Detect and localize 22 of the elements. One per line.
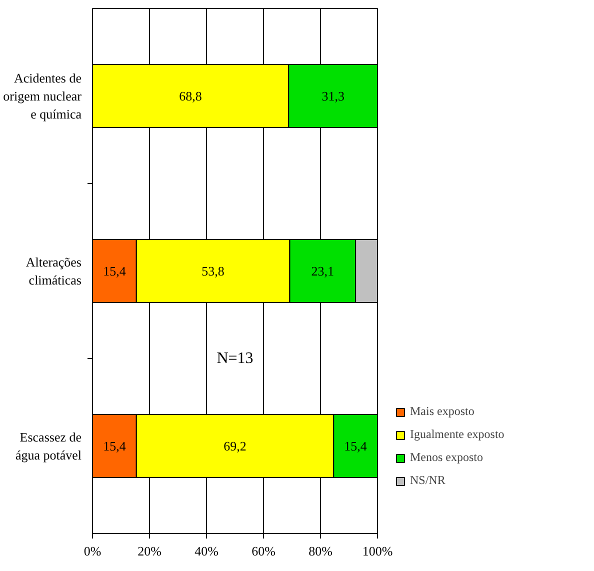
data-label: 31,3 xyxy=(322,88,345,104)
annotation: N=13 xyxy=(216,350,254,367)
legend-label: Igualmente exposto xyxy=(410,427,504,442)
data-label: 23,1 xyxy=(311,264,334,278)
data-label: 15,4 xyxy=(103,438,126,454)
x-tick-label: 80% xyxy=(308,544,333,558)
x-tick-label: 60% xyxy=(252,544,276,558)
x-tick-label: 20% xyxy=(138,544,162,558)
x-tick-label: 40% xyxy=(194,544,219,558)
data-label: 69,2 xyxy=(224,438,246,454)
data-label: 15,4 xyxy=(344,438,368,454)
data-label: 53,8 xyxy=(202,264,224,278)
y-tick-label: Alterações climáticas xyxy=(26,254,82,288)
legend-label: Menos exposto xyxy=(410,450,483,465)
x-tick-label: 100% xyxy=(362,544,393,558)
x-tick-label: 0% xyxy=(84,544,102,558)
data-label: 68,8 xyxy=(179,88,202,104)
y-tick-label: Escassez de água potável xyxy=(15,430,82,462)
legend-label: Mais exposto xyxy=(410,404,474,419)
y-tick-label: Acidentes de origem nuclear e química xyxy=(3,70,82,122)
legend-label: NS/NR xyxy=(410,473,446,488)
data-label: 15,4 xyxy=(103,264,126,278)
